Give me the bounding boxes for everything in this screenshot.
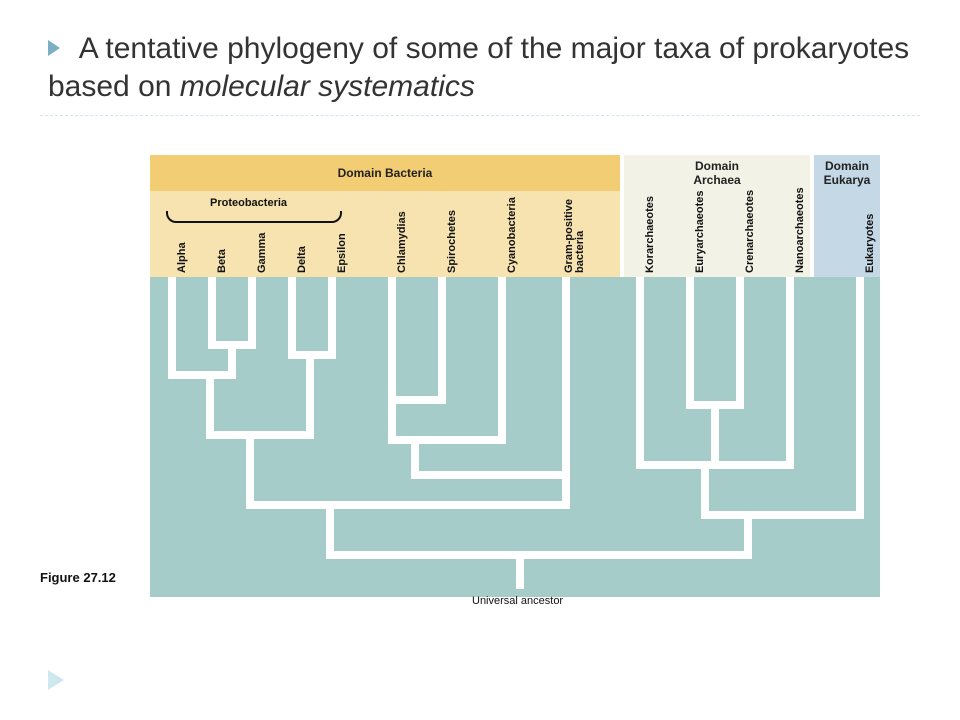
taxon-label: Nanoarchaeotes	[794, 187, 806, 273]
proteobacteria-label: Proteobacteria	[210, 197, 287, 209]
taxon-label: Crenarchaeotes	[744, 190, 756, 273]
taxon-label: Alpha	[176, 242, 188, 273]
bullet-icon	[48, 40, 60, 56]
nav-next-icon[interactable]	[48, 670, 64, 690]
taxon-label: Cyanobacteria	[506, 197, 518, 273]
taxon-label: Euryarchaeotes	[694, 190, 706, 273]
taxon-label: Beta	[216, 249, 228, 273]
taxon-label: Epsilon	[336, 233, 348, 273]
taxon-label: Gram-positivebacteria	[564, 199, 586, 273]
tree-svg	[150, 277, 880, 627]
title-text: A tentative phylogeny of some of the maj…	[48, 32, 909, 103]
taxon-label: Korarchaeotes	[644, 196, 656, 273]
slide: A tentative phylogeny of some of the maj…	[0, 0, 960, 720]
taxon-label: Eukaryotes	[864, 214, 876, 273]
title-bullet: A tentative phylogeny of some of the maj…	[48, 30, 920, 105]
figure-caption: Figure 27.12	[40, 570, 116, 585]
root-label: Universal ancestor	[472, 595, 563, 607]
taxon-label: Spirochetes	[446, 210, 458, 273]
divider	[40, 115, 920, 116]
taxon-label: Delta	[296, 246, 308, 273]
taxon-label: Chlamydias	[396, 211, 408, 273]
proteobacteria-brace	[166, 211, 342, 223]
phylogeny-figure: Domain BacteriaDomainArchaeaDomainEukary…	[150, 155, 880, 625]
taxon-label: Gamma	[256, 233, 268, 273]
